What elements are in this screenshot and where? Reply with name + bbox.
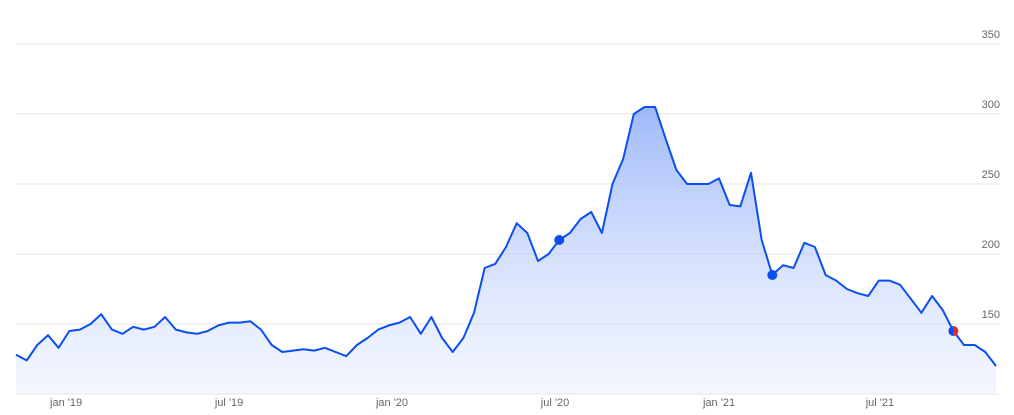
- y-tick-label: 300: [982, 99, 1000, 111]
- event-marker: [767, 270, 778, 280]
- x-tick-label: jul '19: [214, 397, 243, 409]
- event-marker: [554, 235, 565, 245]
- x-tick-label: jan '19: [49, 397, 82, 409]
- price-line: [15, 106, 997, 367]
- event-marker-left: [948, 326, 954, 336]
- x-tick-label: jan '21: [702, 397, 735, 409]
- x-tick-label: jul '21: [865, 397, 894, 409]
- y-tick-label: 150: [982, 309, 1000, 321]
- y-tick-label: 350: [982, 29, 1000, 41]
- y-tick-label: 200: [982, 239, 1000, 251]
- area: [16, 107, 996, 394]
- x-tick-label: jul '20: [540, 397, 569, 409]
- x-tick-label: jan '20: [375, 397, 408, 409]
- event-marker-right: [953, 326, 959, 336]
- y-tick-label: 250: [982, 169, 1000, 181]
